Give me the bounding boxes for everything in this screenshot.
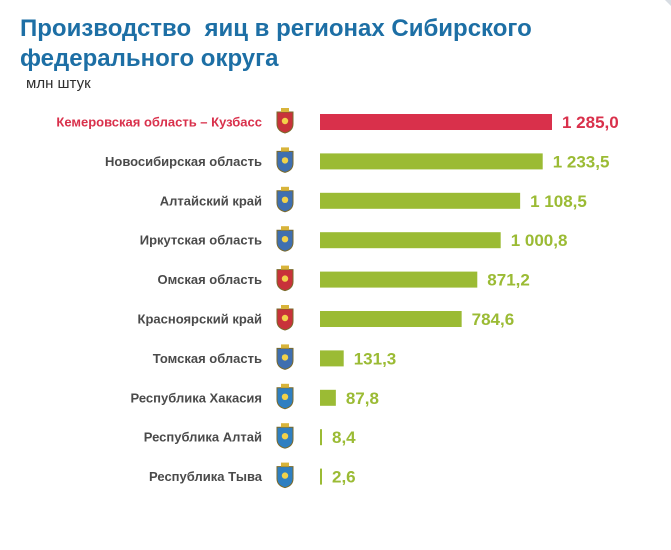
kemerovo-coat-of-arms-icon [276,108,294,134]
category-label: Новосибирская область [105,154,262,169]
bar [320,232,501,249]
value-label: 784,6 [472,310,515,329]
tuva-coat-of-arms-icon [276,462,294,489]
page-corner-decoration [665,0,671,6]
novosibirsk-coat-of-arms-icon [276,147,294,173]
khakassia-coat-of-arms-icon [276,383,294,410]
bar [320,429,322,446]
chart-unit-label: млн штук [26,75,91,92]
value-label: 2,6 [332,468,356,487]
altai-krai-coat-of-arms-icon [276,186,294,213]
bar [320,311,462,327]
value-label: 1 108,5 [530,192,587,211]
value-label: 131,3 [354,349,397,368]
omsk-coat-of-arms-icon [276,265,294,292]
chart-title: Производство яиц в регионах Сибирского ф… [20,15,532,72]
bar [320,114,552,130]
value-label: 1 233,5 [553,152,610,171]
category-label: Томская область [153,351,262,366]
category-label: Республика Алтай [144,430,262,445]
bar [320,468,322,485]
category-label: Иркутская область [140,233,262,248]
value-label: 1 285,0 [562,113,619,132]
bar [320,153,543,170]
bar [320,350,344,367]
bar [320,389,336,406]
category-label: Омская область [158,272,262,287]
irkutsk-coat-of-arms-icon [276,226,294,252]
altai-republic-coat-of-arms-icon [276,423,294,449]
value-label: 8,4 [332,428,356,447]
bar [320,271,478,288]
value-label: 87,8 [346,389,379,408]
value-label: 871,2 [487,271,530,290]
tomsk-coat-of-arms-icon [276,344,294,370]
category-label: Республика Хакасия [131,390,262,405]
value-label: 1 000,8 [511,231,568,250]
krasnoyarsk-coat-of-arms-icon [276,305,294,331]
category-label: Красноярский край [138,312,262,327]
category-label: Кемеровская область – Кузбасс [56,115,262,130]
category-label: Республика Тыва [149,469,263,484]
bar [320,192,521,209]
category-label: Алтайский край [160,193,262,208]
